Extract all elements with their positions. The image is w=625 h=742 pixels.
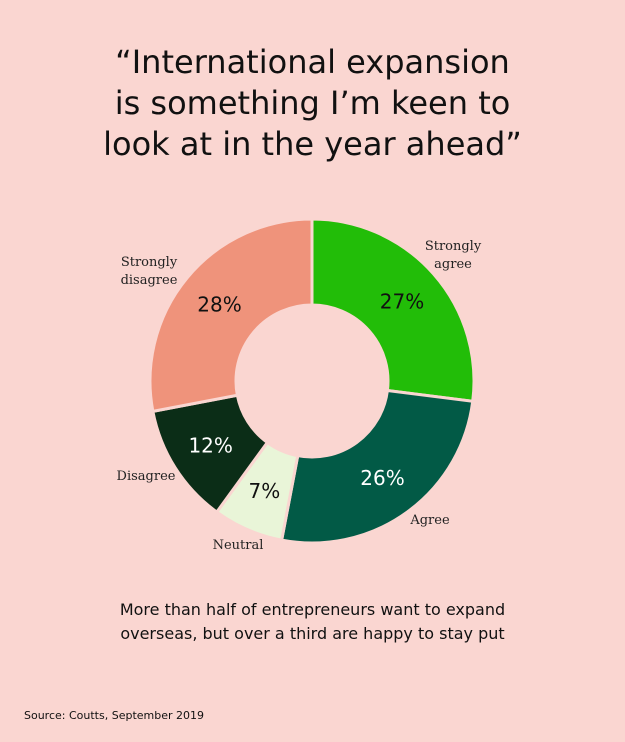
title-line-3: look at in the year ahead” <box>103 125 522 163</box>
category-label-strongly-disagree: Strongly disagree <box>121 255 178 288</box>
caption-line-2: overseas, but over a third are happy to … <box>120 624 505 643</box>
source-note: Source: Coutts, September 2019 <box>24 709 205 722</box>
slice-strongly-agree <box>310 217 476 403</box>
category-label-strongly-agree: Strongly agree <box>425 239 482 272</box>
category-label-neutral: Neutral <box>213 538 264 553</box>
value-label-strongly-disagree: 28% <box>197 293 241 317</box>
labels-group: 27%Strongly agree 26% Agree 7% Neutral 12% Disa… <box>117 239 482 553</box>
slices-group <box>148 217 476 545</box>
category-label-disagree: Disagree <box>117 469 176 484</box>
value-label-neutral: 7% <box>248 479 280 503</box>
title-line-2: is something I’m keen to <box>114 84 511 122</box>
chart-title: “International expansion is something I’… <box>0 42 625 165</box>
chart-caption: More than half of entrepreneurs want to … <box>0 598 625 646</box>
category-label-agree: Agree <box>409 513 450 528</box>
slice-strongly-disagree <box>148 217 314 414</box>
value-label-agree: 26% <box>360 466 404 490</box>
caption-line-1: More than half of entrepreneurs want to … <box>119 600 506 619</box>
slice-agree <box>279 388 475 545</box>
value-label-strongly-agree: 27% <box>380 290 424 314</box>
title-line-1: “International expansion <box>115 43 510 81</box>
value-label-disagree: 12% <box>188 433 232 457</box>
